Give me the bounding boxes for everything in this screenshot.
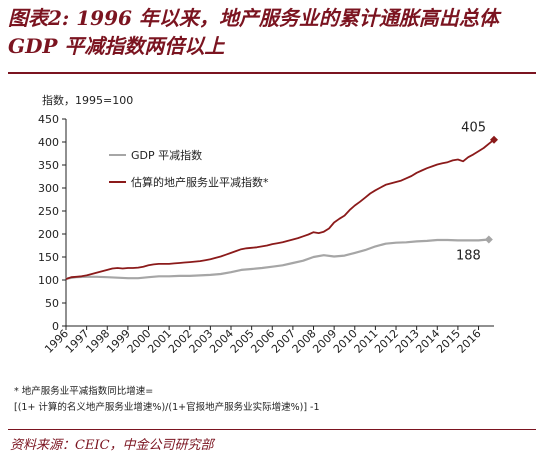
figure-title-line1: 图表2: 1996 年以来，地产服务业的累计通胀高出总体 <box>8 6 499 30</box>
end-label-real-estate: 405 <box>461 121 486 136</box>
x-axis: 1996199719981999200020012002200320042005… <box>42 325 494 356</box>
series-line-real-estate-deflator <box>65 138 495 280</box>
y-tick-label: 400 <box>38 136 59 149</box>
legend-entry: GDP 平减指数 <box>131 148 202 162</box>
x-tick-label: 2016 <box>455 327 484 356</box>
y-tick-label: 0 <box>52 320 59 333</box>
source-rule <box>8 429 536 430</box>
series-lines: 188 405 <box>65 121 498 280</box>
line-chart: 指数，1995=100 050100150200250300350400450 … <box>38 93 498 356</box>
y-tick-label: 200 <box>38 228 59 241</box>
end-marker-real-estate <box>490 135 498 144</box>
y-tick-label: 450 <box>38 113 59 126</box>
y-tick-label: 100 <box>38 274 59 287</box>
series-line-gdp-deflator <box>65 238 489 280</box>
y-axis: 0 50 100 150 200 250 300 350 400 450 <box>38 113 67 333</box>
y-tick-label: 300 <box>38 182 59 195</box>
source-note: 资料来源：CEIC，中金公司研究部 <box>10 438 214 453</box>
end-label-gdp: 188 <box>456 249 481 264</box>
figure-title-line2: GDP 平减指数两倍以上 <box>8 34 225 58</box>
end-marker-gdp <box>484 235 493 244</box>
figure-title: 图表2: 1996 年以来，地产服务业的累计通胀高出总体 GDP 平减指数两倍以… <box>8 4 536 60</box>
y-tick-label: 150 <box>38 251 59 264</box>
title-rule <box>8 72 536 74</box>
footnote-line2: [(1+ 计算的名义地产服务业增速%)/(1+官报地产服务业实际增速%)] -1 <box>14 402 320 413</box>
y-axis-label: 指数，1995=100 <box>42 93 133 107</box>
y-tick-label: 350 <box>38 159 59 172</box>
y-tick-label: 250 <box>38 205 59 218</box>
legend-entry: 估算的地产服务业平减指数* <box>131 175 269 189</box>
y-tick-label: 50 <box>45 297 59 310</box>
footnote-line1: * 地产服务业平减指数同比增速= <box>14 386 154 397</box>
